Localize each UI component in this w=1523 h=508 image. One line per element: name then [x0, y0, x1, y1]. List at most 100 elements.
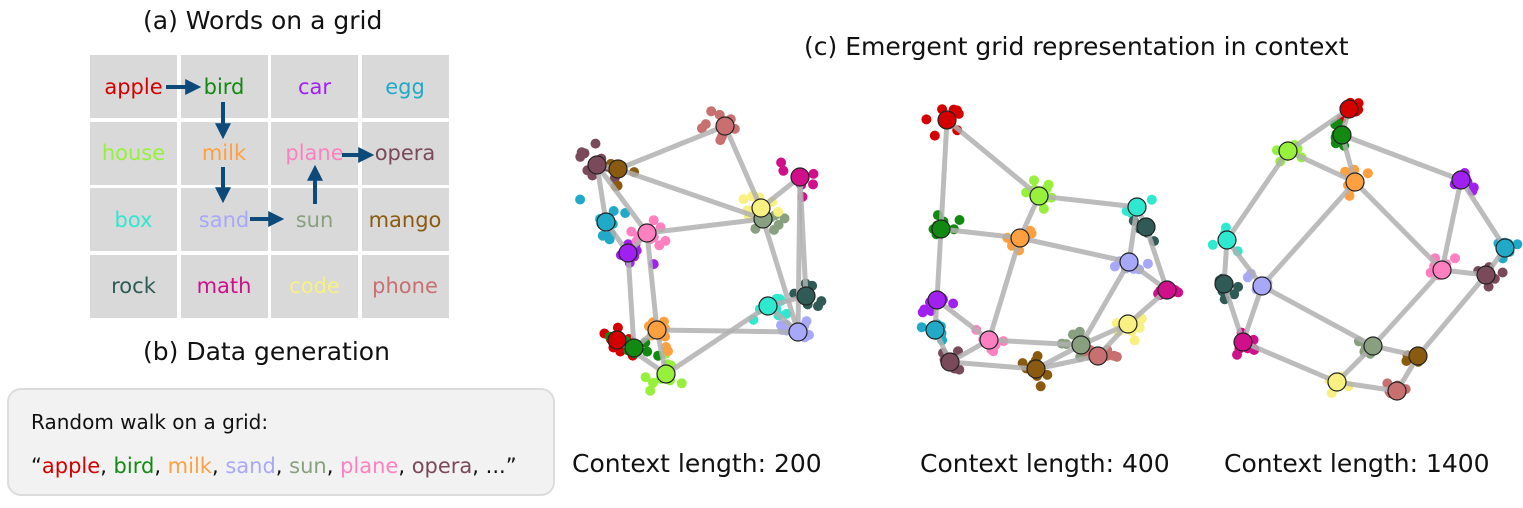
edge-house-milk [1285, 148, 1358, 185]
point-math [808, 179, 818, 190]
point-phone [1111, 351, 1122, 362]
point-plane [648, 215, 659, 226]
sequence-separator: , [275, 454, 290, 478]
embedding-plot-2 [916, 104, 1184, 392]
node-opera [587, 155, 607, 175]
edge-milk-sand [1017, 235, 1132, 265]
edge-mango-phone [1033, 353, 1101, 372]
node-sand [788, 322, 808, 342]
edge-opera-mango [1415, 272, 1489, 359]
point-house [648, 377, 658, 388]
edge-apple-house [944, 117, 1042, 199]
point-opera [1497, 267, 1508, 278]
edge-car-plane [1439, 177, 1464, 273]
edge-sun-mango [615, 166, 766, 222]
caption-context-1400: Context length: 1400 [1224, 449, 1490, 478]
node-opera [1476, 265, 1496, 285]
grid-cell-bird: bird [180, 55, 268, 118]
node-house [1029, 186, 1049, 206]
point-rock [1229, 289, 1240, 300]
node-math [790, 167, 810, 187]
node-car [1451, 170, 1471, 190]
node-phone [1088, 346, 1108, 366]
node-mango [608, 159, 628, 179]
edge-milk-plane [644, 230, 660, 333]
embedding-plot-1 [575, 106, 827, 396]
node-car [618, 243, 638, 263]
node-mango [1026, 359, 1046, 379]
node-opera [940, 352, 960, 372]
grid-cell-apple: apple [90, 55, 177, 118]
point-apple [612, 322, 623, 333]
edge-apple-bird [938, 117, 950, 232]
node-code [751, 198, 771, 218]
edge-rock-math [797, 174, 809, 299]
edge-bird-car [1339, 132, 1464, 183]
edge-egg-opera [594, 162, 609, 225]
edge-sand-math [1240, 283, 1265, 345]
node-mango [1408, 346, 1428, 366]
node-rock [796, 286, 816, 306]
open-quote: “ [31, 454, 42, 478]
sequence-separator: , [398, 454, 412, 478]
point-box [1207, 239, 1218, 250]
node-apple [937, 110, 957, 130]
node-milk [1010, 228, 1030, 248]
edge-math-code [1240, 339, 1340, 385]
node-phone [1387, 381, 1407, 401]
point-house [640, 372, 651, 383]
sequence-word-sun: sun [289, 454, 327, 478]
point-opera [579, 148, 590, 159]
sequence-separator: , [211, 454, 226, 478]
sequence-separator: , [326, 454, 341, 478]
edge-car-egg [1458, 177, 1508, 251]
node-box [758, 296, 778, 316]
edge-sand-sun [760, 216, 801, 335]
node-car [927, 290, 947, 310]
point-apple [929, 130, 940, 141]
node-bird [624, 338, 644, 358]
point-house [676, 378, 687, 389]
point-house [1029, 175, 1039, 186]
node-egg [1495, 238, 1515, 258]
edge-house-box [663, 303, 771, 377]
edge-car-plane [934, 297, 992, 343]
point-house [1038, 203, 1049, 214]
node-code [1327, 372, 1347, 392]
edge-apple-house [1285, 106, 1352, 154]
sequence-word-apple: apple [41, 454, 101, 478]
edge-bird-car [625, 250, 637, 351]
sequence-ellipsis: ... [485, 454, 506, 478]
point-box [1146, 194, 1157, 205]
node-house [656, 364, 676, 384]
node-sun [1363, 336, 1383, 356]
word-grid: apple bird car egg house milk plane opera box san… [90, 55, 449, 318]
node-code [1118, 314, 1138, 334]
point-plane [660, 235, 671, 246]
point-bird [642, 346, 653, 357]
point-egg [575, 194, 586, 205]
edge-rock-math [1221, 281, 1246, 345]
sequence-separator: , [472, 454, 486, 478]
grid-cell-box: box [90, 188, 177, 251]
sequence-word-bird: bird [113, 454, 155, 478]
node-milk [1345, 172, 1365, 192]
point-rock [816, 296, 827, 307]
grid-cell-opera: opera [361, 121, 449, 185]
grid-cell-rock: rock [90, 254, 177, 318]
edge-house-box [1224, 148, 1291, 243]
caption-context-400: Context length: 400 [920, 449, 1170, 478]
point-sun [779, 213, 790, 224]
grid-cell-mango: mango [361, 188, 449, 251]
edge-bird-car [934, 226, 944, 303]
node-egg [925, 320, 945, 340]
node-milk [647, 320, 667, 340]
node-sand [1252, 276, 1272, 296]
edge-milk-sand [654, 327, 801, 335]
node-apple [607, 330, 627, 350]
point-sand [801, 316, 812, 327]
point-car [1468, 182, 1479, 193]
node-rock [1136, 217, 1156, 237]
sequence-separator: , [100, 454, 114, 478]
